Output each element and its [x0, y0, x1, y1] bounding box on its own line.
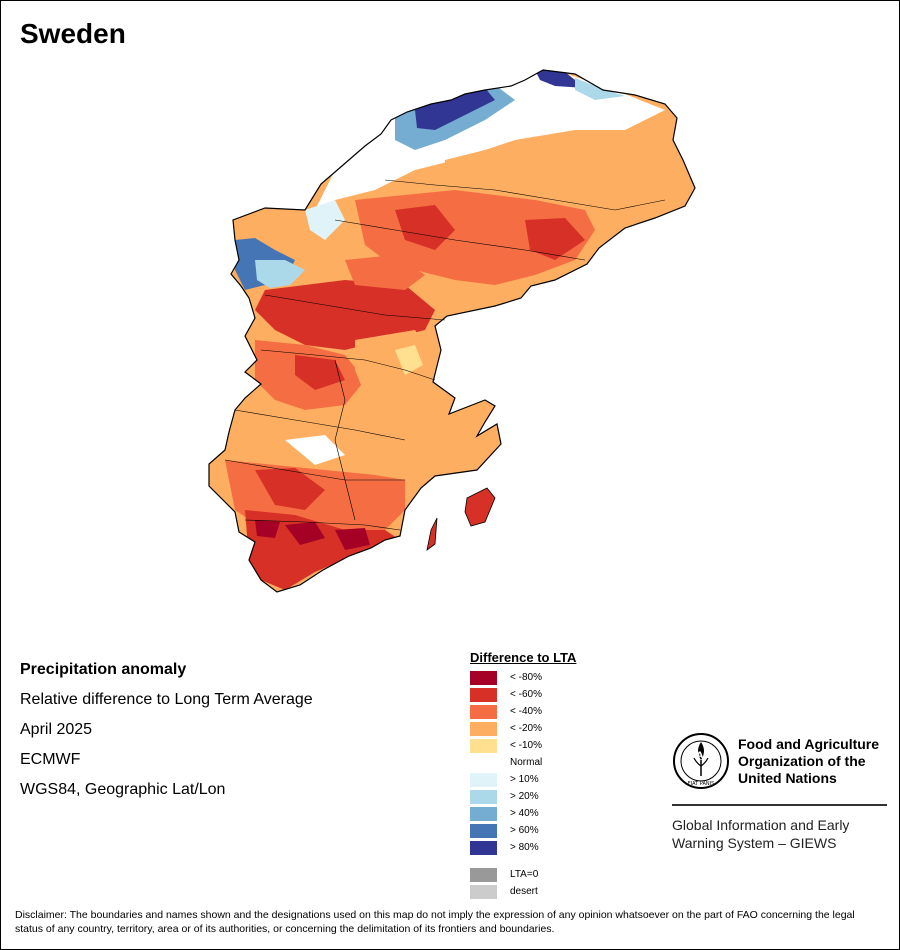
legend-label: > 40%	[510, 808, 539, 819]
anomaly-field	[209, 70, 695, 592]
info-source: ECMWF	[20, 751, 81, 768]
legend-swatch	[470, 789, 497, 804]
legend-swatch	[470, 704, 497, 719]
legend-item: < -80%	[470, 669, 576, 686]
country-border	[208, 69, 696, 593]
fao-logo-icon: FAO FIAT PANIS	[673, 733, 729, 789]
legend-swatch	[470, 738, 497, 753]
legend-label: < -10%	[510, 740, 542, 751]
legend-item: > 20%	[470, 788, 576, 805]
legend-item: < -10%	[470, 737, 576, 754]
legend-swatch	[470, 867, 497, 882]
legend-swatch	[470, 670, 497, 685]
fao-divider	[672, 804, 887, 806]
info-date: April 2025	[20, 721, 93, 738]
giews-label: Global Information and Early Warning Sys…	[672, 817, 850, 851]
svg-text:FIAT PANIS: FIAT PANIS	[688, 781, 715, 787]
info-subtitle: Relative difference to Long Term Average	[20, 691, 313, 708]
legend-label: > 10%	[510, 774, 539, 785]
legend-item-lta-zero: LTA=0	[470, 866, 576, 883]
legend-label: < -80%	[510, 672, 542, 683]
legend-item: < -40%	[470, 703, 576, 720]
legend-swatch	[470, 721, 497, 736]
legend-label: Normal	[510, 757, 543, 768]
legend-item-desert: desert	[470, 883, 576, 900]
info-projection: WGS84, Geographic Lat/Lon	[20, 781, 226, 798]
legend-item: > 80%	[470, 839, 576, 856]
map-info: Precipitation anomaly Relative differenc…	[20, 655, 313, 805]
legend-label: LTA=0	[510, 869, 539, 880]
legend-swatch	[470, 806, 497, 821]
info-heading: Precipitation anomaly	[20, 661, 187, 678]
sweden-map-svg	[208, 69, 696, 593]
legend-label: < -40%	[510, 706, 542, 717]
disclaimer: Disclaimer: The boundaries and names sho…	[15, 909, 855, 935]
legend-swatch	[470, 687, 497, 702]
legend-label: < -60%	[510, 689, 542, 700]
legend-swatch	[470, 840, 497, 855]
legend-label: > 60%	[510, 825, 539, 836]
legend-item: < -60%	[470, 686, 576, 703]
map-title: Sweden	[20, 18, 126, 49]
legend-items: < -80% < -60% < -40% < -20% < -10% Norma…	[470, 669, 576, 856]
legend-label: > 80%	[510, 842, 539, 853]
legend-swatch	[470, 755, 497, 770]
legend-swatch	[470, 772, 497, 787]
legend-label: < -20%	[510, 723, 542, 734]
island-oland	[426, 517, 438, 551]
fao-branding: FAO FIAT PANIS Food and Agriculture Orga…	[672, 732, 888, 852]
svg-text:FAO: FAO	[691, 751, 711, 761]
precipitation-map	[195, 60, 715, 600]
legend-swatch	[470, 884, 497, 899]
legend-item: Normal	[470, 754, 576, 771]
legend-label: desert	[510, 886, 538, 897]
legend-title: Difference to LTA	[470, 650, 577, 665]
fao-name: Food and Agriculture Organization of the…	[738, 735, 880, 786]
legend-item: > 10%	[470, 771, 576, 788]
legend: Difference to LTA < -80% < -60% < -40% <…	[470, 650, 576, 900]
legend-item: > 40%	[470, 805, 576, 822]
legend-item: > 60%	[470, 822, 576, 839]
island-gotland	[464, 487, 496, 527]
region-boundaries	[224, 179, 666, 531]
legend-swatch	[470, 823, 497, 838]
legend-item: < -20%	[470, 720, 576, 737]
legend-label: > 20%	[510, 791, 539, 802]
